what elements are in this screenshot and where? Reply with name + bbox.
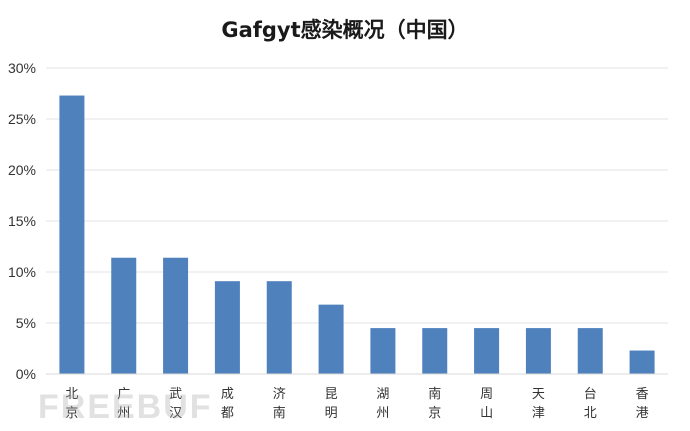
y-tick-label: 10% [8,264,36,280]
x-category-label: 广州 [117,387,130,421]
x-category-label: 周山 [480,387,493,421]
x-category-label: 香港 [636,387,649,421]
y-axis-ticks: 0% 5% 10% 15% 20% 25% 30% [8,60,36,382]
x-category-label: 武汉 [169,387,182,421]
y-tick-label: 15% [8,213,36,229]
bar [214,281,240,374]
y-tick-label: 0% [16,366,36,382]
x-category-label: 昆明 [325,387,338,421]
chart-title: Gafgyt感染概况（中国） [221,18,469,42]
bar [163,257,189,374]
x-category-label: 成都 [221,387,234,421]
bar [474,328,500,374]
y-tick-label: 30% [8,60,36,76]
bar [266,281,292,374]
watermark-logo: FREEBUF [38,388,213,426]
y-tick-label: 20% [8,162,36,178]
bar [577,328,603,374]
y-tick-label: 25% [8,111,36,127]
x-category-label: 南京 [428,386,441,421]
bar [318,304,344,374]
x-category-label: 北京 [65,387,78,421]
x-category-label: 天津 [532,387,545,421]
y-tick-label: 5% [16,315,36,331]
x-axis-labels: 北京 广州 武汉 成都 济南 昆明 湖州 南京 周山 天津 台北 香港 [65,386,648,421]
bar [422,328,448,374]
bar [629,350,655,374]
bar [59,95,85,374]
bars [59,95,655,374]
bar [370,328,396,374]
x-category-label: 台北 [584,387,597,421]
bar [111,257,137,374]
gridlines [46,67,668,324]
x-category-label: 济南 [273,387,286,421]
bar [525,328,551,374]
x-category-label: 湖州 [376,387,389,421]
